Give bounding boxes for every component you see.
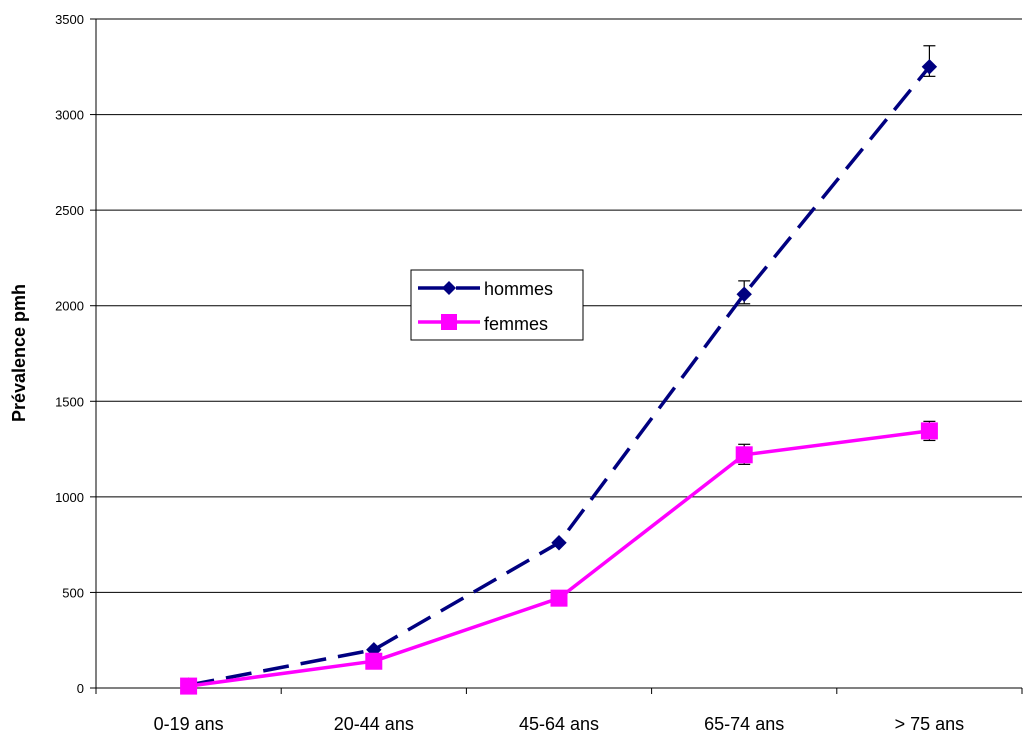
y-tick-label: 2000 [55, 299, 84, 314]
data-point [736, 286, 752, 302]
data-point [365, 652, 383, 670]
data-point [550, 589, 568, 607]
data-point [735, 446, 753, 464]
data-point [921, 59, 938, 75]
x-category-label: 45-64 ans [519, 714, 599, 734]
series-femmes [180, 420, 938, 695]
y-tick-label: 3500 [55, 12, 84, 27]
data-point [180, 677, 198, 695]
y-tick-labels: 0 500 1000 1500 2000 2500 3000 3500 [55, 12, 84, 696]
gridlines [96, 18, 1022, 593]
y-tick-label: 2500 [55, 203, 84, 218]
legend-marker-femmes [441, 314, 457, 330]
legend-box [410, 269, 584, 341]
x-category-labels: 0-19 ans 20-44 ans 45-64 ans 65-74 ans > 75 … [154, 714, 965, 734]
legend-label-hommes: hommes [484, 279, 553, 299]
legend: hommes femmes [410, 269, 584, 341]
x-category-label: > 75 ans [895, 714, 965, 734]
y-tick-label: 1000 [55, 490, 84, 505]
x-category-label: 0-19 ans [154, 714, 224, 734]
x-category-label: 20-44 ans [334, 714, 414, 734]
x-category-label: 65-74 ans [704, 714, 784, 734]
data-point [920, 422, 938, 440]
legend-marker-hommes [442, 281, 456, 295]
y-tick-label: 0 [77, 681, 84, 696]
axes [90, 18, 1023, 694]
data-point [551, 535, 567, 551]
series-layer [180, 45, 938, 695]
y-axis-title: Prévalence pmh [9, 284, 29, 422]
legend-label-femmes: femmes [484, 314, 548, 334]
y-tick-label: 1500 [55, 394, 84, 409]
y-tick-label: 3000 [55, 108, 84, 123]
y-tick-label: 500 [62, 585, 84, 600]
